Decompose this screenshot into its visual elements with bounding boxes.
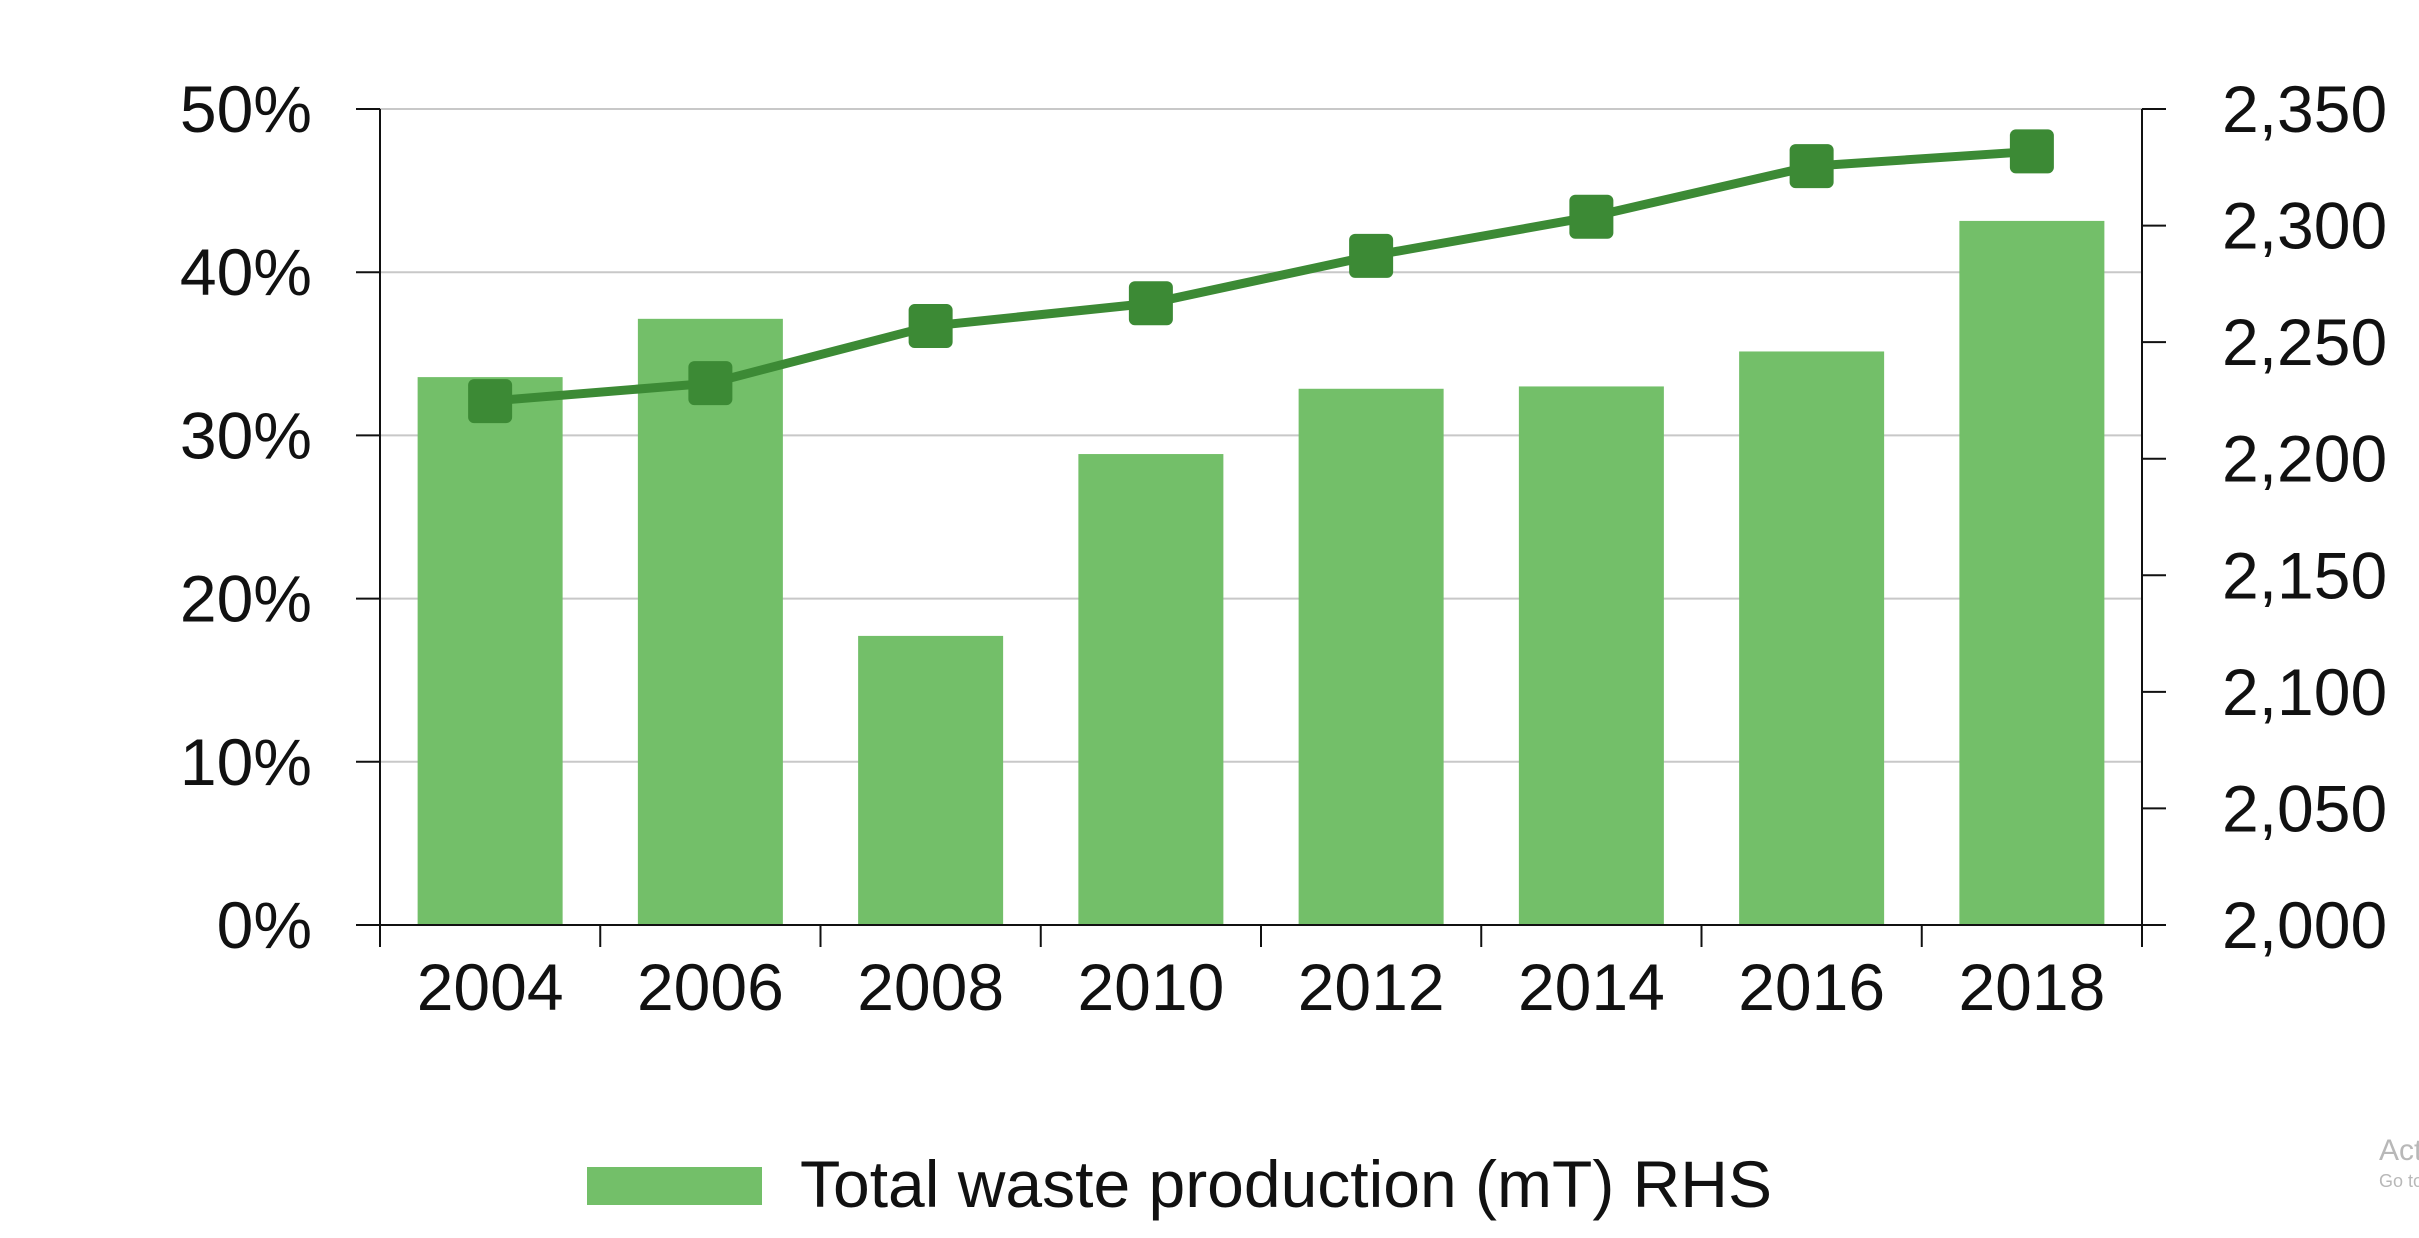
left-tick-label: 30%: [180, 398, 312, 472]
bar-2018: [1959, 220, 2105, 925]
x-tick-label: 2006: [637, 950, 784, 1024]
legend-label: Total waste production (mT) RHS: [800, 1147, 1772, 1221]
right-tick-label: 2,200: [2222, 422, 2387, 496]
line-point-2004: [468, 379, 513, 424]
x-tick-label: 2010: [1077, 950, 1224, 1024]
bar-2014: [1518, 386, 1664, 925]
x-tick-label: 2014: [1518, 950, 1665, 1024]
legend-swatch: [587, 1167, 762, 1205]
line-point-2018: [2009, 129, 2054, 174]
axes: [379, 109, 2143, 947]
line-series: [468, 129, 2054, 424]
bar-2016: [1739, 351, 1885, 925]
left-tick-label: 40%: [180, 235, 312, 309]
line-path: [489, 146, 2033, 406]
line-point-2010: [1128, 281, 1173, 326]
bar-series: [417, 220, 2105, 926]
right-tick-label: 2,100: [2222, 655, 2387, 729]
activation-watermark: Activate Windows Go to Settings to activ…: [2379, 1132, 2419, 1202]
line-point-2016: [1789, 144, 1834, 189]
right-tick-label: 2,350: [2222, 72, 2387, 146]
right-tick-label: 2,150: [2222, 538, 2387, 612]
legend: Total waste production (mT) RHS: [587, 1147, 1772, 1221]
left-tick-label: 20%: [180, 562, 312, 636]
x-tick-label: 2004: [417, 950, 564, 1024]
bar-2012: [1298, 388, 1444, 925]
line-point-2006: [688, 361, 733, 406]
watermark-subtitle: Go to Settings to activate Windows.: [2379, 1171, 2419, 1191]
x-tick-label: 2018: [1958, 950, 2105, 1024]
bar-2004: [417, 377, 563, 926]
x-tick-label: 2016: [1738, 950, 1885, 1024]
left-tick-label: 10%: [180, 725, 312, 799]
left-tick-label: 0%: [217, 888, 312, 962]
bar-2008: [858, 635, 1004, 925]
right-tick-label: 2,050: [2222, 771, 2387, 845]
right-tick-label: 2,250: [2222, 305, 2387, 379]
line-point-2014: [1569, 194, 1614, 239]
line-point-2012: [1349, 233, 1394, 278]
left-axis-ticks: 0% 10% 20% 30% 40% 50%: [180, 72, 380, 962]
x-tick-label: 2012: [1298, 950, 1445, 1024]
line-point-2008: [908, 304, 953, 349]
left-tick-label: 50%: [180, 72, 312, 146]
bar-2010: [1078, 454, 1224, 925]
x-tick-label: 2008: [857, 950, 1004, 1024]
right-axis-ticks: 2,000 2,050 2,100 2,150 2,200 2,250 2,300 2,350: [2142, 72, 2387, 962]
right-tick-label: 2,000: [2222, 888, 2387, 962]
right-tick-label: 2,300: [2222, 189, 2387, 263]
x-axis-ticks: 2004 2006 2008 2010 2012 2014 2016 2018: [417, 950, 2106, 1024]
bar-2006: [637, 318, 783, 925]
watermark-title: Activate Windows: [2379, 1134, 2419, 1167]
